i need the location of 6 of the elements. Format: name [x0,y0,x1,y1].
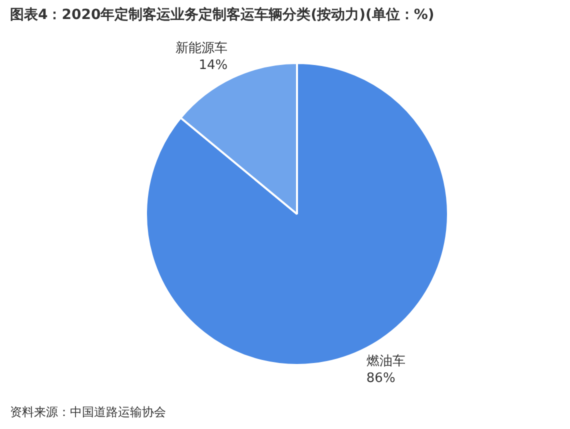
text: 资料来源：中国道路运输协会 [10,404,166,421]
slice-label: 新能源车 [176,40,228,56]
slice-label: 燃油车 [366,354,406,369]
data-label: 14% [198,58,228,73]
chart-title: 图表4：2020年定制客运业务定制客运车辆分类(按动力)(单位：%) [10,6,434,24]
data-label: 86% [366,370,396,386]
